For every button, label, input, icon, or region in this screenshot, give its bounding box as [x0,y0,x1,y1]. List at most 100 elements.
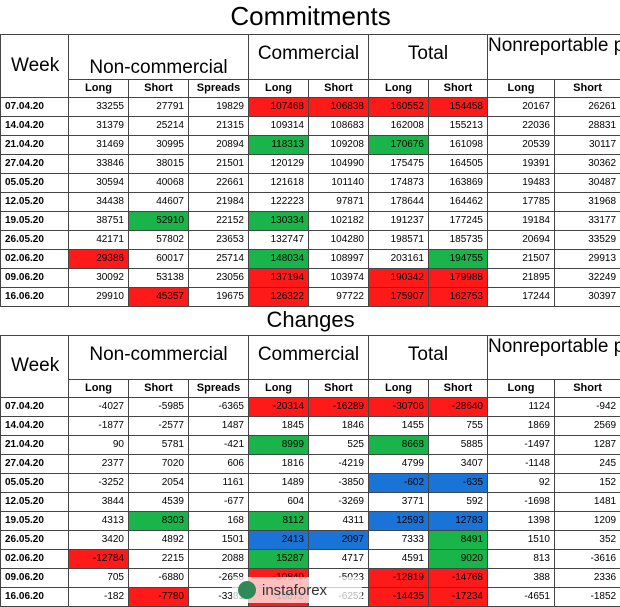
value-cell: 90 [69,435,129,454]
value-cell: 525 [309,435,369,454]
value-cell: 2088 [189,549,249,568]
value-cell: 20167 [488,97,555,116]
value-cell: 4799 [369,454,429,473]
value-cell: -16289 [309,397,369,416]
value-cell: 33846 [69,154,129,173]
value-cell: 185735 [429,230,488,249]
value-cell: 2097 [309,530,369,549]
watermark: instaforex [232,577,362,603]
value-cell: -4027 [69,397,129,416]
value-cell: 190342 [369,268,429,287]
value-cell: 8491 [429,530,488,549]
value-cell: 21315 [189,116,249,135]
week-header: Week [1,34,69,97]
group-non-commercial: Non-commercial [69,34,249,79]
group-commercial: Commercial [249,34,369,79]
value-cell: 137194 [249,268,309,287]
value-cell: 20894 [189,135,249,154]
value-cell: 174873 [369,173,429,192]
changes-table: Changes Week Non-commercial Commercial T… [0,305,620,607]
value-cell: 21507 [488,249,555,268]
value-cell: -602 [369,473,429,492]
value-cell: 132747 [249,230,309,249]
group-nonreportable: Nonreportable positions [488,335,620,379]
instaforex-logo-icon [238,581,256,599]
week-cell: 21.04.20 [1,435,69,454]
value-cell: 109208 [309,135,369,154]
week-cell: 27.04.20 [1,154,69,173]
week-cell: 14.04.20 [1,116,69,135]
group-total: Total [369,34,488,79]
value-cell: -1877 [69,416,129,435]
value-cell: 30594 [69,173,129,192]
value-cell: 3420 [69,530,129,549]
value-cell: 122223 [249,192,309,211]
value-cell: 3844 [69,492,129,511]
value-cell: 161098 [429,135,488,154]
value-cell: 34438 [69,192,129,211]
week-cell: 26.05.20 [1,530,69,549]
value-cell: 164505 [429,154,488,173]
value-cell: 155213 [429,116,488,135]
week-cell: 02.06.20 [1,549,69,568]
value-cell: 2336 [555,568,620,587]
value-cell: -421 [189,435,249,454]
value-cell: 130334 [249,211,309,230]
value-cell: 245 [555,454,620,473]
week-cell: 14.04.20 [1,416,69,435]
value-cell: 20539 [488,135,555,154]
week-cell: 07.04.20 [1,397,69,416]
value-cell: -3269 [309,492,369,511]
value-cell: 194755 [429,249,488,268]
value-cell: 21984 [189,192,249,211]
value-cell: 21895 [488,268,555,287]
value-cell: -3616 [555,549,620,568]
value-cell: 19391 [488,154,555,173]
value-cell: 29386 [69,249,129,268]
value-cell: 108683 [309,116,369,135]
value-cell: 4717 [309,549,369,568]
value-cell: 22036 [488,116,555,135]
value-cell: 606 [189,454,249,473]
value-cell: -1698 [488,492,555,511]
value-cell: 2377 [69,454,129,473]
value-cell: 152 [555,473,620,492]
value-cell: 19675 [189,287,249,306]
value-cell: 1501 [189,530,249,549]
value-cell: 19184 [488,211,555,230]
commitments-title: Commitments [1,0,620,34]
value-cell: 148034 [249,249,309,268]
value-cell: 23653 [189,230,249,249]
value-cell: 101140 [309,173,369,192]
value-cell: 109314 [249,116,309,135]
value-cell: 17785 [488,192,555,211]
value-cell: 1489 [249,473,309,492]
value-cell: -2577 [129,416,189,435]
subheader: Long [369,379,429,397]
value-cell: 40068 [129,173,189,192]
value-cell: 1869 [488,416,555,435]
value-cell: -942 [555,397,620,416]
value-cell: 31968 [555,192,620,211]
value-cell: 175907 [369,287,429,306]
value-cell: 2054 [129,473,189,492]
value-cell: 60017 [129,249,189,268]
value-cell: 19483 [488,173,555,192]
value-cell: 170676 [369,135,429,154]
value-cell: 126322 [249,287,309,306]
week-cell: 27.04.20 [1,454,69,473]
value-cell: 9020 [429,549,488,568]
value-cell: 4591 [369,549,429,568]
value-cell: 592 [429,492,488,511]
changes-title: Changes [1,305,620,335]
value-cell: -4651 [488,587,555,606]
value-cell: -6880 [129,568,189,587]
group-total: Total [369,335,488,379]
value-cell: 1398 [488,511,555,530]
commitments-table: Commitments Week Non-commercial Commerci… [0,0,620,307]
